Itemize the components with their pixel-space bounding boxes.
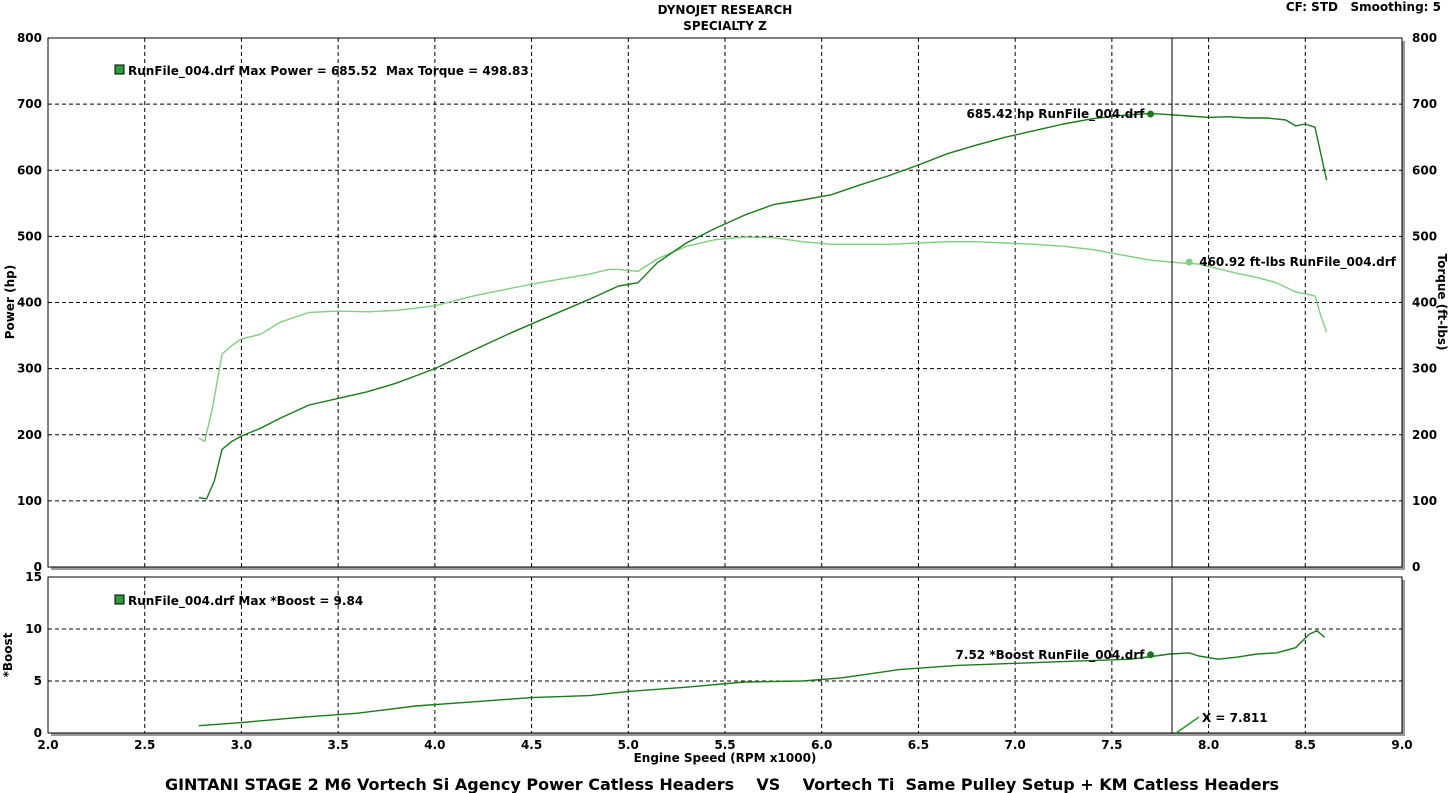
y-right-tick-label: 500 (1412, 229, 1437, 243)
x-tick-label: 4.5 (521, 738, 542, 752)
power-tick-labels: 0 0 100 100 200 200 300 300 400 400 500 500 600 600 70… (17, 31, 1437, 574)
y-tick-label: 15 (25, 570, 42, 584)
annotation-label: 460.92 ft-lbs RunFile_004.drf (1199, 255, 1396, 270)
chart-title-line2: SPECIALTY Z (683, 19, 767, 33)
torque-line (198, 236, 1328, 443)
x-tick-label: 2.5 (134, 738, 155, 752)
power-legend-text: RunFile_004.drf Max Power = 685.52 (128, 64, 377, 79)
power-torque-panel: 0 0 100 100 200 200 300 300 400 400 500 500 600 600 70… (3, 31, 1449, 574)
x-tick-label: 7.5 (1101, 738, 1122, 752)
boost-annotations: 7.52 *Boost RunFile_004.drf (956, 648, 1155, 663)
x-tick-label: 4.0 (424, 738, 445, 752)
y-right-tick-label: 0 (1412, 560, 1420, 574)
y-tick-label: 500 (17, 229, 42, 243)
annotation-label: 7.52 *Boost RunFile_004.drf (956, 648, 1146, 663)
x-tick-label: 6.5 (908, 738, 929, 752)
y-tick-label: 5 (34, 674, 42, 688)
annotation-marker (1147, 651, 1155, 659)
y-tick-label: 700 (17, 97, 42, 111)
power-axis-label: Power (hp) (3, 265, 17, 339)
power-annotations: 685.42 hp RunFile_004.drf 460.92 ft-lbs R… (967, 107, 1397, 270)
power-legend-swatch (114, 64, 125, 75)
x-tick-label: 8.5 (1295, 738, 1316, 752)
x-tick-label: 6.0 (811, 738, 832, 752)
y-right-tick-label: 300 (1412, 362, 1437, 376)
x-tick-label: 2.0 (37, 738, 58, 752)
y-right-tick-label: 800 (1412, 31, 1437, 45)
x-axis-label: Engine Speed (RPM x1000) (634, 751, 817, 765)
y-tick-label: 600 (17, 163, 42, 177)
boost-legend-swatch (114, 594, 125, 605)
y-tick-label: 0 (34, 726, 42, 740)
x-tick-label: 5.0 (618, 738, 639, 752)
x-tick-label: 3.0 (231, 738, 252, 752)
torque-legend-text: Max Torque = 498.83 (386, 64, 529, 78)
y-tick-label: 100 (17, 494, 42, 508)
boost-legend-text: RunFile_004.drf Max *Boost = 9.84 (128, 594, 363, 609)
y-right-tick-label: 100 (1412, 494, 1437, 508)
power-line (198, 112, 1328, 500)
x-tick-label: 7.0 (1005, 738, 1026, 752)
x-tick-label: 9.0 (1391, 738, 1412, 752)
footer-caption: GINTANI STAGE 2 M6 Vortech Si Agency Pow… (165, 775, 1279, 793)
cursor-x-readout: X = 7.811 (1202, 711, 1268, 725)
y-tick-label: 400 (17, 296, 42, 310)
boost-tick-labels: 2.0 2.5 3.0 3.5 4.0 4.5 5.0 5.5 6.0 6.5 7.0 7.5 8.0 8… (25, 570, 1412, 752)
y-tick-label: 300 (17, 362, 42, 376)
y-tick-label: 800 (17, 31, 42, 45)
x-tick-label: 8.0 (1198, 738, 1219, 752)
y-right-tick-label: 700 (1412, 97, 1437, 111)
y-right-tick-label: 600 (1412, 163, 1437, 177)
y-tick-label: 0 (34, 560, 42, 574)
boost-grid (48, 577, 1402, 733)
x-tick-label: 3.5 (328, 738, 349, 752)
power-grid (48, 38, 1402, 567)
cursor-label-leader (1175, 716, 1200, 734)
boost-panel: 2.0 2.5 3.0 3.5 4.0 4.5 5.0 5.5 6.0 6.5 7.0 7.5 8.0 8… (1, 570, 1413, 752)
chart-settings: CF: STD Smoothing: 5 (1286, 0, 1441, 14)
y-tick-label: 200 (17, 428, 42, 442)
y-right-tick-label: 400 (1412, 296, 1437, 310)
power-series (198, 112, 1328, 500)
x-tick-label: 5.5 (714, 738, 735, 752)
annotation-marker (1147, 110, 1155, 118)
boost-series (198, 630, 1326, 727)
y-tick-label: 10 (25, 622, 42, 636)
chart-title-line1: DYNOJET RESEARCH (658, 3, 793, 17)
annotation-label: 685.42 hp RunFile_004.drf (967, 107, 1146, 122)
torque-axis-label: Torque (ft-lbs) (1435, 254, 1449, 351)
boost-axis-label: *Boost (1, 632, 15, 677)
boost-line (198, 630, 1326, 727)
y-right-tick-label: 200 (1412, 428, 1437, 442)
annotation-marker (1185, 258, 1193, 266)
